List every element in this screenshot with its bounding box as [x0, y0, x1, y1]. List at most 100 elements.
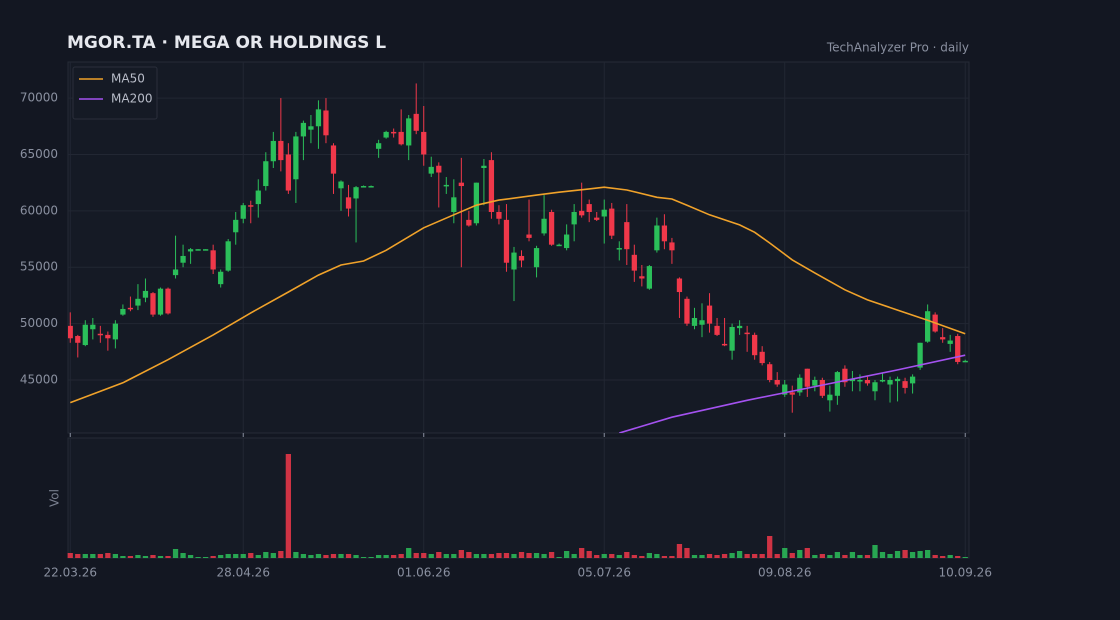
volume-bar: [315, 554, 322, 558]
volume-bar: [744, 554, 750, 558]
candle-body: [496, 211, 502, 219]
volume-bar: [541, 554, 547, 558]
y-tick-label: 60000: [20, 203, 58, 217]
candle-body: [849, 378, 856, 382]
candle-body: [940, 337, 946, 340]
volume-bar: [721, 554, 728, 558]
volume-bar: [842, 555, 848, 558]
candle-body: [706, 305, 713, 324]
candle-body: [210, 250, 216, 270]
y-tick-label: 70000: [20, 91, 58, 105]
candle-body: [285, 154, 291, 191]
candle-body: [240, 205, 246, 219]
labels: 45000 50000 55000 60000 65000 70000 22.03.26 28…: [20, 66, 992, 580]
chart-title: MGOR.TA · MEGA OR HOLDINGS L: [67, 33, 386, 53]
candle-body: [661, 225, 668, 242]
candle-body: [233, 219, 239, 233]
volume-bar: [413, 553, 419, 558]
volume-bar: [293, 552, 299, 558]
candle-body: [594, 217, 600, 220]
candle-body: [142, 290, 149, 298]
volume-bar: [864, 555, 871, 558]
candle-body: [879, 380, 886, 382]
volume-bar: [767, 536, 773, 558]
candle-body: [308, 126, 314, 130]
volume-bar: [706, 554, 713, 558]
candle-body: [872, 382, 878, 392]
volume-bar: [774, 554, 780, 558]
candle-body: [511, 252, 517, 270]
volume-bar: [233, 554, 239, 558]
volume-bar: [278, 551, 284, 558]
candle-body: [375, 143, 382, 149]
candle-body: [300, 122, 307, 137]
candle-body: [458, 182, 464, 187]
volume-bar: [917, 551, 923, 558]
volume-bar: [443, 554, 449, 558]
candle-body: [466, 219, 472, 226]
candle-body: [541, 218, 547, 234]
candle-body: [451, 197, 457, 212]
candle-body: [947, 340, 953, 344]
volume-bar: [323, 555, 329, 558]
candle-body: [263, 161, 269, 187]
candle-body: [360, 186, 367, 188]
candle-body: [68, 325, 73, 339]
candle-body: [548, 211, 555, 245]
candle-body: [774, 380, 780, 385]
candle-body: [120, 308, 126, 315]
candle-body: [165, 288, 171, 314]
candle-body: [518, 255, 525, 261]
candle-body: [714, 325, 720, 335]
volume-bar: [736, 551, 743, 558]
candle-body: [684, 298, 690, 324]
volume-bar: [225, 554, 231, 558]
candle-body: [676, 278, 683, 293]
candle-body: [601, 209, 607, 217]
volume-bar: [789, 553, 795, 558]
candle-body: [368, 186, 374, 188]
candle-body: [187, 249, 194, 252]
volume-bar: [330, 554, 337, 558]
candle-body: [90, 324, 96, 330]
x-tick-label: 10.09.26: [939, 566, 992, 580]
candle-body: [278, 140, 284, 161]
candle-body: [218, 271, 224, 285]
volume-bar: [97, 554, 103, 558]
candle-body: [473, 182, 480, 224]
volume-bar: [857, 555, 863, 558]
volume-bar: [458, 550, 464, 558]
volume-bar: [112, 554, 119, 558]
x-tick-label: 09.08.26: [758, 566, 811, 580]
candle-body: [443, 184, 449, 187]
candle-body: [481, 165, 487, 168]
volume-bar: [488, 554, 495, 558]
volume-bar: [466, 552, 472, 558]
volume-bar: [624, 552, 630, 558]
legend-label: MA50: [111, 72, 145, 86]
volume-bar: [180, 553, 186, 558]
candle-body: [842, 368, 848, 383]
volume-bar: [263, 552, 269, 558]
volume-bar: [887, 554, 893, 558]
volume-bar: [105, 553, 111, 558]
volume-bar: [135, 555, 141, 558]
volume-bar: [752, 554, 758, 558]
volume-bar: [902, 550, 908, 558]
candle-body: [225, 241, 231, 271]
candle-body: [586, 204, 592, 212]
ma-line: [70, 186, 966, 404]
candle-body: [526, 234, 532, 238]
volume-bar: [202, 557, 209, 558]
volume-bar: [67, 553, 73, 558]
volume-bar: [932, 555, 938, 558]
price-marks: [68, 83, 968, 433]
volume-bar: [699, 555, 705, 558]
candle-body: [127, 307, 134, 310]
candle-body: [75, 336, 81, 343]
volume-bar: [616, 555, 622, 558]
volume-bar: [473, 554, 480, 558]
candle-body: [955, 336, 961, 362]
